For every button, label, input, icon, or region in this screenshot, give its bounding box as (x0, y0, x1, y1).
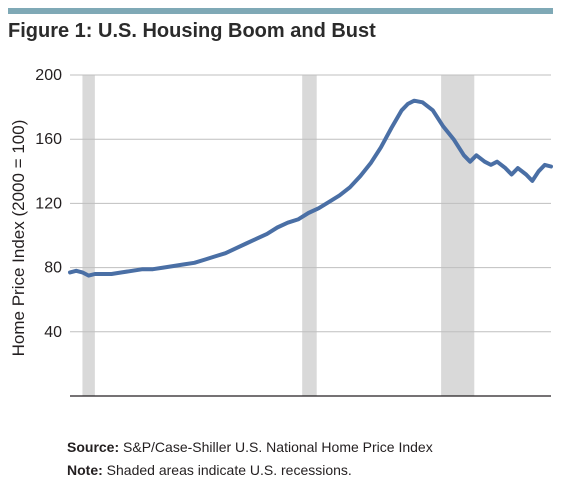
recession-band-1 (82, 75, 95, 396)
y-axis-label: Home Price Index (2000 = 100) (9, 120, 28, 357)
y-tick-label: 80 (44, 260, 62, 277)
y-tick-label: 120 (35, 195, 62, 212)
source-text: S&P/Case-Shiller U.S. National Home Pric… (123, 439, 433, 455)
y-tick-label: 200 (35, 67, 62, 84)
y-tick-label: 160 (35, 131, 62, 148)
note-text: Shaded areas indicate U.S. recessions. (106, 462, 352, 478)
recession-band-2 (302, 75, 317, 396)
series-line (68, 98, 553, 278)
recession-shading (82, 75, 475, 396)
figure-title: Figure 1: U.S. Housing Boom and Bust (8, 20, 376, 42)
y-tick-labels: 40 80 120 160 200 (35, 67, 62, 341)
title-rule (8, 8, 553, 14)
recession-band-3 (441, 75, 475, 396)
y-tick-label: 40 (44, 324, 62, 341)
recession-note: Note: Shaded areas indicate U.S. recessi… (67, 462, 352, 478)
source-note: Source: S&P/Case-Shiller U.S. National H… (67, 439, 433, 455)
source-label: Source: (67, 439, 120, 455)
note-label: Note: (67, 462, 103, 478)
